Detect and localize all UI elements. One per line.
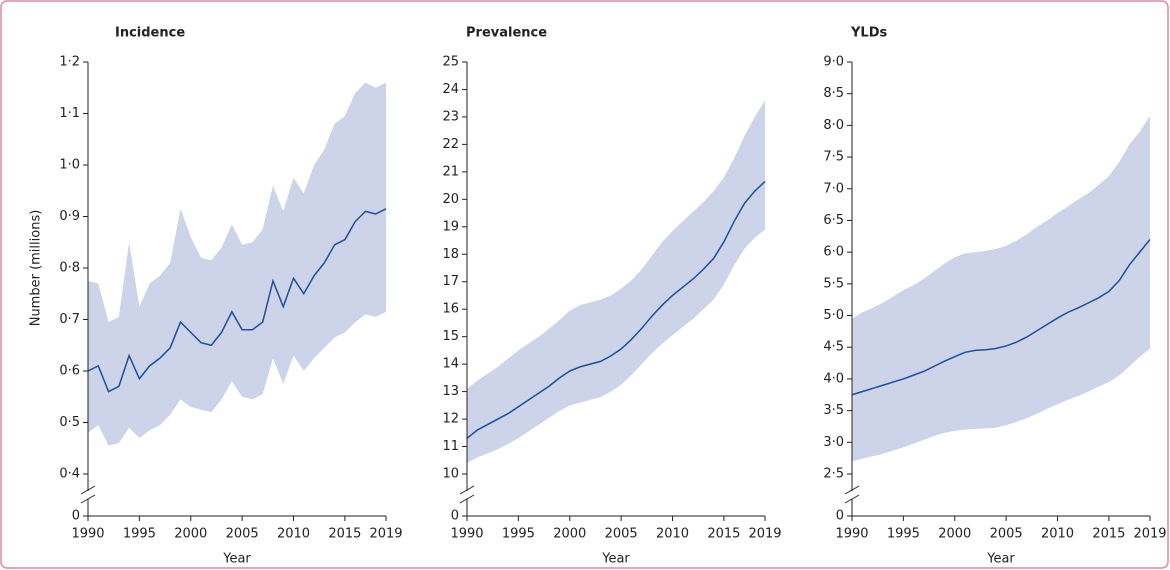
y-tick-label: 0 (72, 509, 80, 524)
y-tick-label: 0·8 (59, 261, 80, 276)
uncertainty-band (852, 115, 1150, 462)
x-tick-label: 1995 (123, 527, 156, 542)
x-tick-label: 2010 (656, 527, 689, 542)
y-tick-label: 25 (442, 55, 459, 70)
y-tick-label: 7·0 (823, 181, 844, 196)
line (466, 180, 766, 439)
line (87, 208, 387, 393)
y-tick-label: 0·6 (59, 364, 80, 379)
y-tick-label: 6·0 (823, 245, 844, 260)
chart-title: Incidence (115, 26, 185, 41)
y-tick-label: 1·2 (59, 55, 80, 70)
axis-break (459, 494, 475, 504)
y-tick-label: 0·9 (59, 209, 80, 224)
x-tick-label: 2010 (277, 527, 310, 542)
chart-title: YLDs (850, 26, 887, 41)
x-tick-label: 1995 (502, 527, 535, 542)
y-tick-label: 7·5 (823, 150, 844, 165)
y-tick-label: 10 (442, 467, 459, 482)
y-tick-label: 8·5 (823, 86, 844, 101)
y-tick-label: 1·0 (59, 158, 80, 173)
y-tick-label: 18 (442, 247, 459, 262)
y-tick-label: 9·0 (823, 55, 844, 70)
y-tick-label: 23 (442, 109, 459, 124)
y-tick-label: 0 (451, 509, 459, 524)
axis-break (80, 485, 96, 495)
y-axis-label: Number (millions) (29, 210, 44, 327)
chart-title: Prevalence (466, 26, 547, 41)
x-tick-label: 1990 (835, 527, 868, 542)
y-tick-label: 20 (442, 192, 459, 207)
x-tick-label: 2019 (369, 527, 402, 542)
y-tick-label: 0·4 (59, 467, 80, 482)
y-tick-label: 17 (442, 274, 459, 289)
y-tick-label: 14 (442, 357, 459, 372)
x-tick-label: 2005 (226, 527, 259, 542)
y-tick-label: 0·7 (59, 312, 80, 327)
x-tick-label: 2010 (1041, 527, 1074, 542)
y-tick-label: 11 (442, 439, 459, 454)
x-tick-label: 2000 (553, 527, 586, 542)
y-tick-label: 21 (442, 164, 459, 179)
x-tick-label: 1995 (887, 527, 920, 542)
y-tick-label: 3·0 (823, 435, 844, 450)
axis-break (844, 494, 860, 504)
y-tick-label: 8·0 (823, 118, 844, 133)
x-tick-label: 2019 (1133, 527, 1166, 542)
axis-break (459, 485, 475, 495)
uncertainty-band (467, 100, 765, 464)
x-tick-label: 2005 (605, 527, 638, 542)
x-tick-label: 2005 (990, 527, 1023, 542)
y-tick-label: 12 (442, 412, 459, 427)
y-tick-label: 22 (442, 137, 459, 152)
y-tick-label: 3·5 (823, 403, 844, 418)
x-tick-label: 2019 (748, 527, 781, 542)
y-tick-label: 24 (442, 82, 459, 97)
y-tick-label: 4·0 (823, 371, 844, 386)
y-tick-label: 19 (442, 219, 459, 234)
y-tick-label: 15 (442, 329, 459, 344)
x-axis-label: Year (601, 552, 630, 567)
y-tick-label: 0 (836, 509, 844, 524)
x-tick-label: 2015 (707, 527, 740, 542)
axis-break (844, 485, 860, 495)
y-tick-label: 5·0 (823, 308, 844, 323)
x-tick-label: 1990 (450, 527, 483, 542)
line (851, 239, 1151, 396)
y-tick-label: 5·5 (823, 276, 844, 291)
x-axis-label: Year (986, 552, 1015, 567)
y-tick-label: 4·5 (823, 340, 844, 355)
x-tick-label: 2015 (1092, 527, 1125, 542)
y-tick-label: 2·5 (823, 467, 844, 482)
y-tick-label: 6·5 (823, 213, 844, 228)
x-tick-label: 2015 (328, 527, 361, 542)
x-tick-label: 1990 (71, 527, 104, 542)
y-tick-label: 0·5 (59, 415, 80, 430)
uncertainty-band (88, 82, 386, 446)
x-tick-label: 2000 (938, 527, 971, 542)
axis-break (80, 494, 96, 504)
y-tick-label: 13 (442, 384, 459, 399)
y-tick-label: 16 (442, 302, 459, 317)
y-tick-label: 1·1 (59, 106, 80, 121)
x-tick-label: 2000 (174, 527, 207, 542)
x-axis-label: Year (222, 552, 251, 567)
